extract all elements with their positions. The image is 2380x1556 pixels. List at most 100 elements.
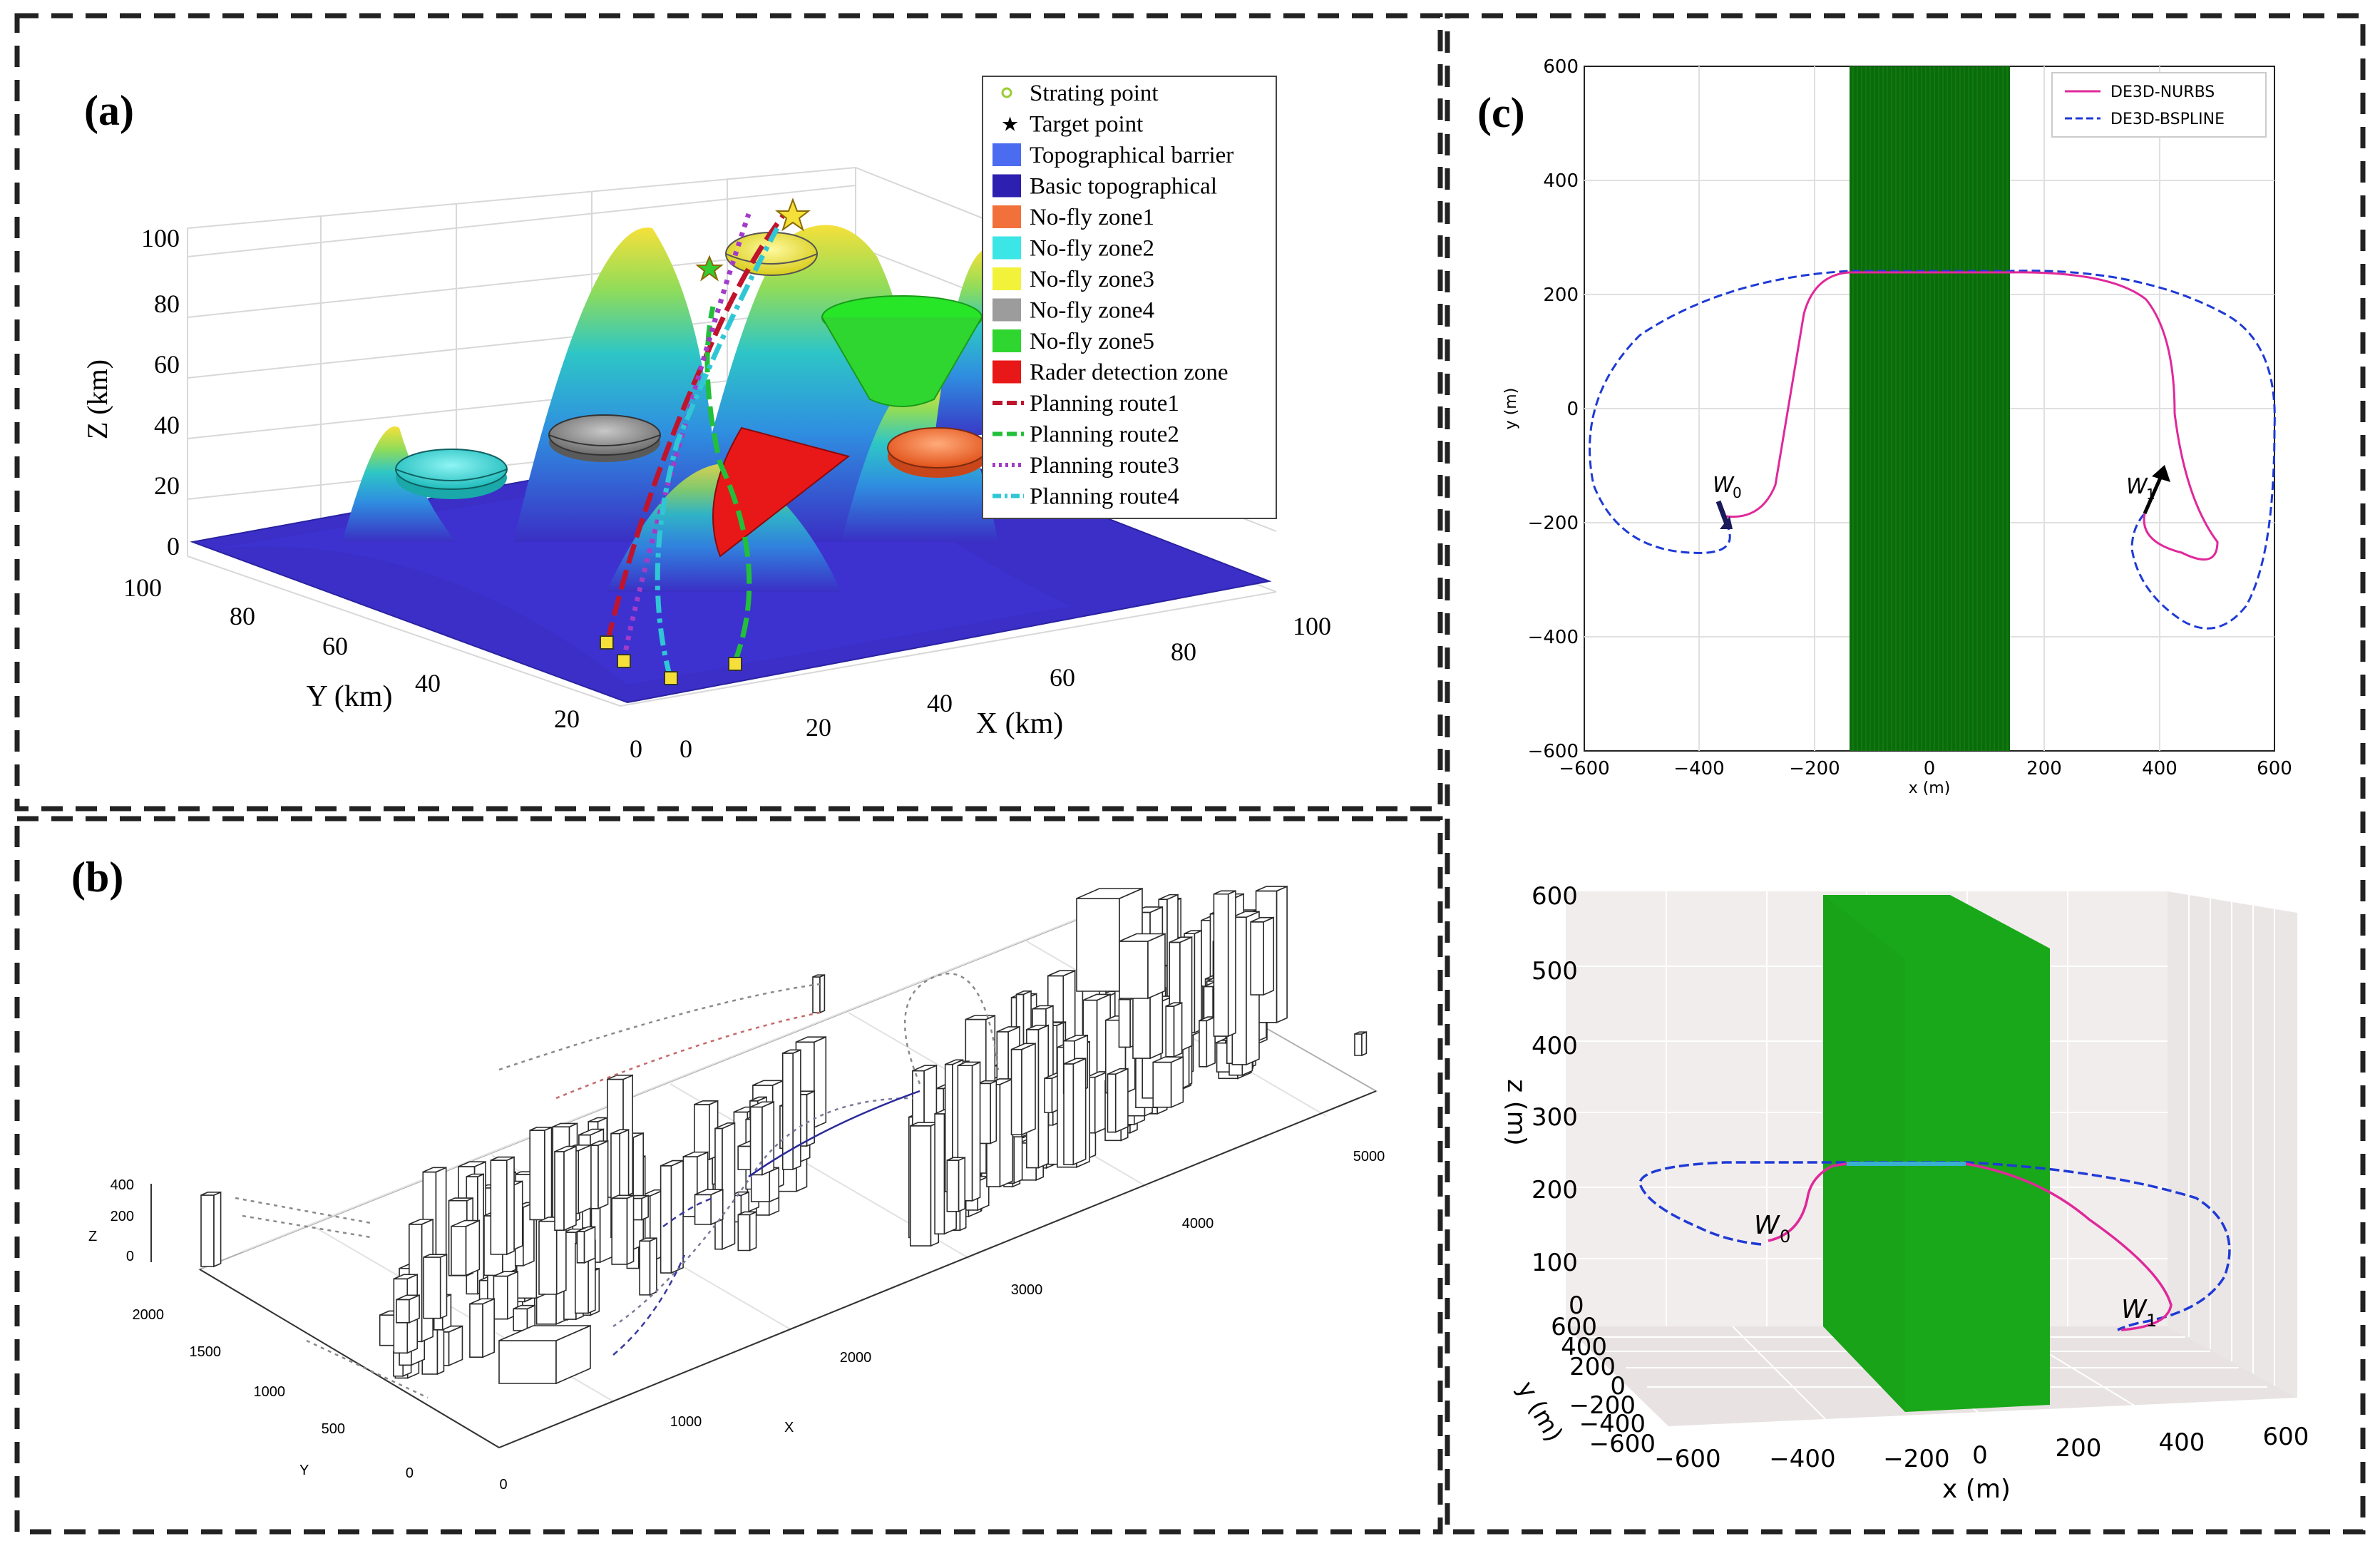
legend-item: Planning route3	[992, 453, 1179, 478]
waypoint-w1-label: W	[2126, 474, 2148, 499]
legend-swatch	[992, 329, 1021, 352]
waypoint-w1-sub: 1	[2146, 486, 2155, 503]
legend-label: Planning route2	[1030, 422, 1179, 448]
building	[749, 1101, 775, 1176]
y-tick-label: 400	[1561, 1333, 1607, 1361]
z-tick-label: 40	[154, 411, 180, 439]
x-tick-label: 80	[1171, 638, 1196, 666]
panel-b-y-axis-line	[199, 1269, 500, 1448]
z-tick-label: 0	[126, 1249, 134, 1264]
building	[639, 1237, 657, 1296]
panel-b-routes	[235, 973, 1000, 1399]
y-tick-label: 200	[1569, 1353, 1616, 1381]
y-tick-label: 0	[630, 735, 642, 763]
city-buildings	[200, 885, 1368, 1385]
z-tick-label: 500	[1532, 957, 1578, 986]
waypoint-w0: W 0	[1713, 473, 1742, 529]
building	[451, 1219, 481, 1276]
z-tick-label: 200	[111, 1209, 134, 1224]
legend-item: No-fly zone4	[992, 298, 1154, 324]
waypoint-w0-label: W	[1754, 1211, 1780, 1240]
legend-label: Topographical barrier	[1030, 143, 1233, 168]
panel-c-bottom-y-axis-label: y (m)	[1512, 1376, 1569, 1446]
z-tick-label: 400	[111, 1177, 134, 1193]
x-tick-label: 4000	[1182, 1216, 1214, 1232]
y-tick-label: −400	[1579, 1410, 1646, 1438]
building	[611, 1194, 635, 1266]
y-tick-label: 0	[406, 1465, 414, 1481]
legend-label: Strating point	[1030, 81, 1159, 106]
panel-c-bottom-z-axis-label: z (m)	[1502, 1079, 1531, 1146]
x-tick-label: 200	[2026, 758, 2062, 779]
building	[1250, 916, 1275, 996]
panel-a-x-axis-label: X (km)	[976, 707, 1063, 740]
legend-label: Planning route4	[1030, 484, 1179, 510]
y-tick-label: 400	[1543, 170, 1579, 192]
legend-box	[982, 76, 1277, 519]
building	[469, 1298, 495, 1358]
building	[1152, 1056, 1184, 1108]
legend-item: Basic topographical	[992, 174, 1217, 200]
x-tick-label: 2000	[840, 1350, 872, 1366]
legend-label: Rader detection zone	[1030, 360, 1229, 386]
legend-swatch	[992, 267, 1021, 290]
building	[1010, 1043, 1036, 1136]
z-tick-label: 400	[1532, 1032, 1578, 1060]
building	[423, 1253, 448, 1319]
panel-c-bottom-x-ticks: −600 −400 −200 0 200 400 600	[1654, 1423, 2309, 1473]
panel-a-z-axis-label: Z (km)	[81, 359, 113, 439]
panel-a-z-ticks: 0 20 40 60 80 100	[141, 224, 180, 561]
building	[200, 1191, 222, 1268]
y-tick-label: −600	[1589, 1430, 1656, 1458]
panel-b-z-ticks: 400 200 0	[111, 1177, 134, 1264]
rader-detection-zone	[712, 426, 851, 558]
legend-item: No-fly zone5	[992, 329, 1154, 354]
legend-label: No-fly zone3	[1030, 267, 1154, 292]
y-tick-label: −200	[1528, 513, 1579, 534]
building	[1354, 1030, 1368, 1057]
panel-c-top: (c) W 0 W 1	[1477, 56, 2292, 797]
panel-a-legend: Strating point ★ Target point Topographical…	[982, 76, 1277, 519]
y-tick-label: −200	[1569, 1391, 1636, 1420]
waypoint-w1: W 1	[2126, 465, 2170, 515]
waypoint-w1-label: W	[2121, 1295, 2148, 1324]
legend-label: No-fly zone4	[1030, 298, 1154, 324]
no-fly-zone2	[395, 449, 508, 499]
building	[1213, 890, 1236, 1038]
x-tick-label: 400	[2159, 1428, 2205, 1457]
waypoint-w0-label: W	[1713, 473, 1735, 498]
planning-routes	[605, 212, 786, 678]
z-tick-label: 60	[154, 350, 180, 379]
x-tick-label: 0	[1924, 758, 1936, 779]
waypoint-w0-3d: W 0	[1754, 1211, 1790, 1247]
start-markers	[600, 635, 742, 685]
y-tick-label: 600	[1551, 1313, 1597, 1341]
panel-c-top-x-axis-label: x (m)	[1909, 779, 1951, 797]
y-tick-label: 0	[1566, 399, 1579, 420]
z-tick-label: 200	[1532, 1176, 1578, 1204]
no-fly-zone5	[821, 295, 983, 407]
panel-c-top-legend: DE3D-NURBS DE3D-BSPLINE	[2051, 72, 2267, 138]
building	[1107, 1068, 1129, 1133]
building	[1169, 936, 1193, 1053]
legend-label: Planning route1	[1030, 391, 1179, 416]
panel-a-border	[14, 13, 1443, 812]
legend-item: ★ Target point	[1001, 112, 1143, 138]
panel-c-top-y-ticks: 600 400 200 0 −200 −400 −600	[1528, 56, 1579, 762]
x-tick-label: 200	[2056, 1434, 2102, 1463]
waypoint-w0-sub: 0	[1780, 1227, 1790, 1247]
legend-swatch	[992, 236, 1021, 260]
panel-c-top-x-ticks: −600 −400 −200 0 200 400 600	[1559, 758, 2292, 779]
y-tick-label: −400	[1528, 627, 1579, 648]
panel-b-y-ticks: 2000 1500 1000 500 0	[133, 1307, 414, 1481]
panel-c-label: (c)	[1477, 89, 1525, 136]
bspline-trajectory	[1589, 270, 2276, 630]
x-tick-label: −600	[1654, 1445, 1720, 1473]
x-tick-label: 0	[679, 735, 692, 763]
bspline-trajectory-3d	[1638, 1161, 2231, 1331]
legend-label: No-fly zone2	[1030, 236, 1154, 262]
legend-swatch: ★	[1001, 114, 1019, 136]
x-tick-label: −200	[1883, 1445, 1949, 1473]
legend-bspline-label: DE3D-BSPLINE	[2110, 111, 2225, 128]
